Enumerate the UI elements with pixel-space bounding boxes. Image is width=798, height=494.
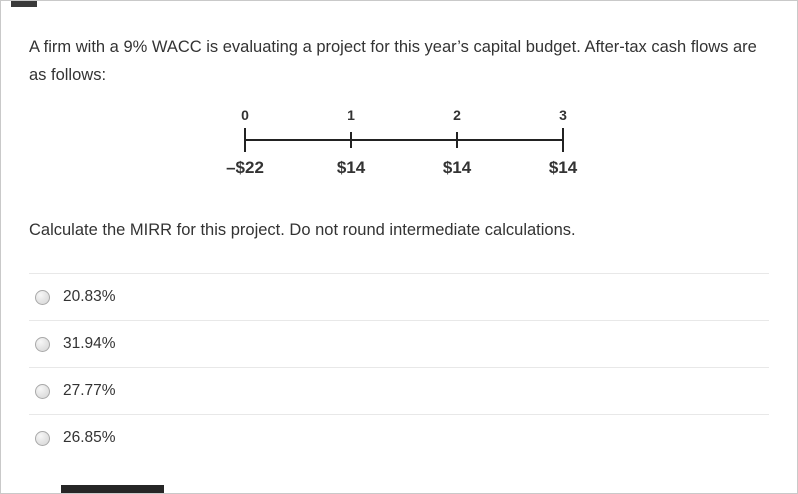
option-label: 20.83%	[63, 288, 116, 305]
timeline-axis	[245, 139, 563, 141]
timeline-point-2: 2 $14	[404, 107, 510, 178]
partial-element-top	[11, 1, 37, 7]
radio-button-icon[interactable]	[35, 383, 50, 399]
timeline-cashflow-label: –$22	[226, 158, 264, 177]
option-label: 26.85%	[63, 429, 116, 446]
timeline-cashflow-label: $14	[336, 158, 366, 177]
timeline-point-3: 3 $14	[510, 107, 616, 178]
question-content: A firm with a 9% WACC is evaluating a pr…	[1, 1, 797, 461]
answer-option-2[interactable]: 31.94%	[29, 320, 769, 367]
option-label: 31.94%	[63, 335, 116, 352]
question-intro-text: A firm with a 9% WACC is evaluating a pr…	[29, 38, 757, 84]
timeline-cashflow-label: $14	[548, 158, 578, 177]
cashflow-timeline: 0 –$22 1 $14 2 $14 3 $14	[192, 107, 616, 178]
option-label: 27.77%	[63, 382, 116, 399]
answer-option-3[interactable]: 27.77%	[29, 367, 769, 414]
timeline-period-label: 3	[559, 107, 567, 123]
partial-element-bottom	[61, 485, 164, 493]
radio-button-icon[interactable]	[35, 430, 50, 446]
timeline-period-label: 1	[347, 107, 355, 123]
timeline-tick	[562, 128, 564, 152]
radio-button-icon[interactable]	[35, 289, 50, 305]
timeline-period-label: 0	[241, 107, 249, 123]
timeline-point-1: 1 $14	[298, 107, 404, 178]
answer-options: 20.83% 31.94% 27.77% 26.85%	[29, 273, 769, 461]
timeline-point-0: 0 –$22	[192, 107, 298, 178]
timeline-cashflow-label: $14	[442, 158, 472, 177]
question-prompt-text: Calculate the MIRR for this project. Do …	[29, 221, 576, 239]
radio-button-icon[interactable]	[35, 336, 50, 352]
timeline-columns: 0 –$22 1 $14 2 $14 3 $14	[192, 107, 616, 178]
answer-option-4[interactable]: 26.85%	[29, 414, 769, 461]
answer-option-1[interactable]: 20.83%	[29, 273, 769, 320]
timeline-period-label: 2	[453, 107, 461, 123]
